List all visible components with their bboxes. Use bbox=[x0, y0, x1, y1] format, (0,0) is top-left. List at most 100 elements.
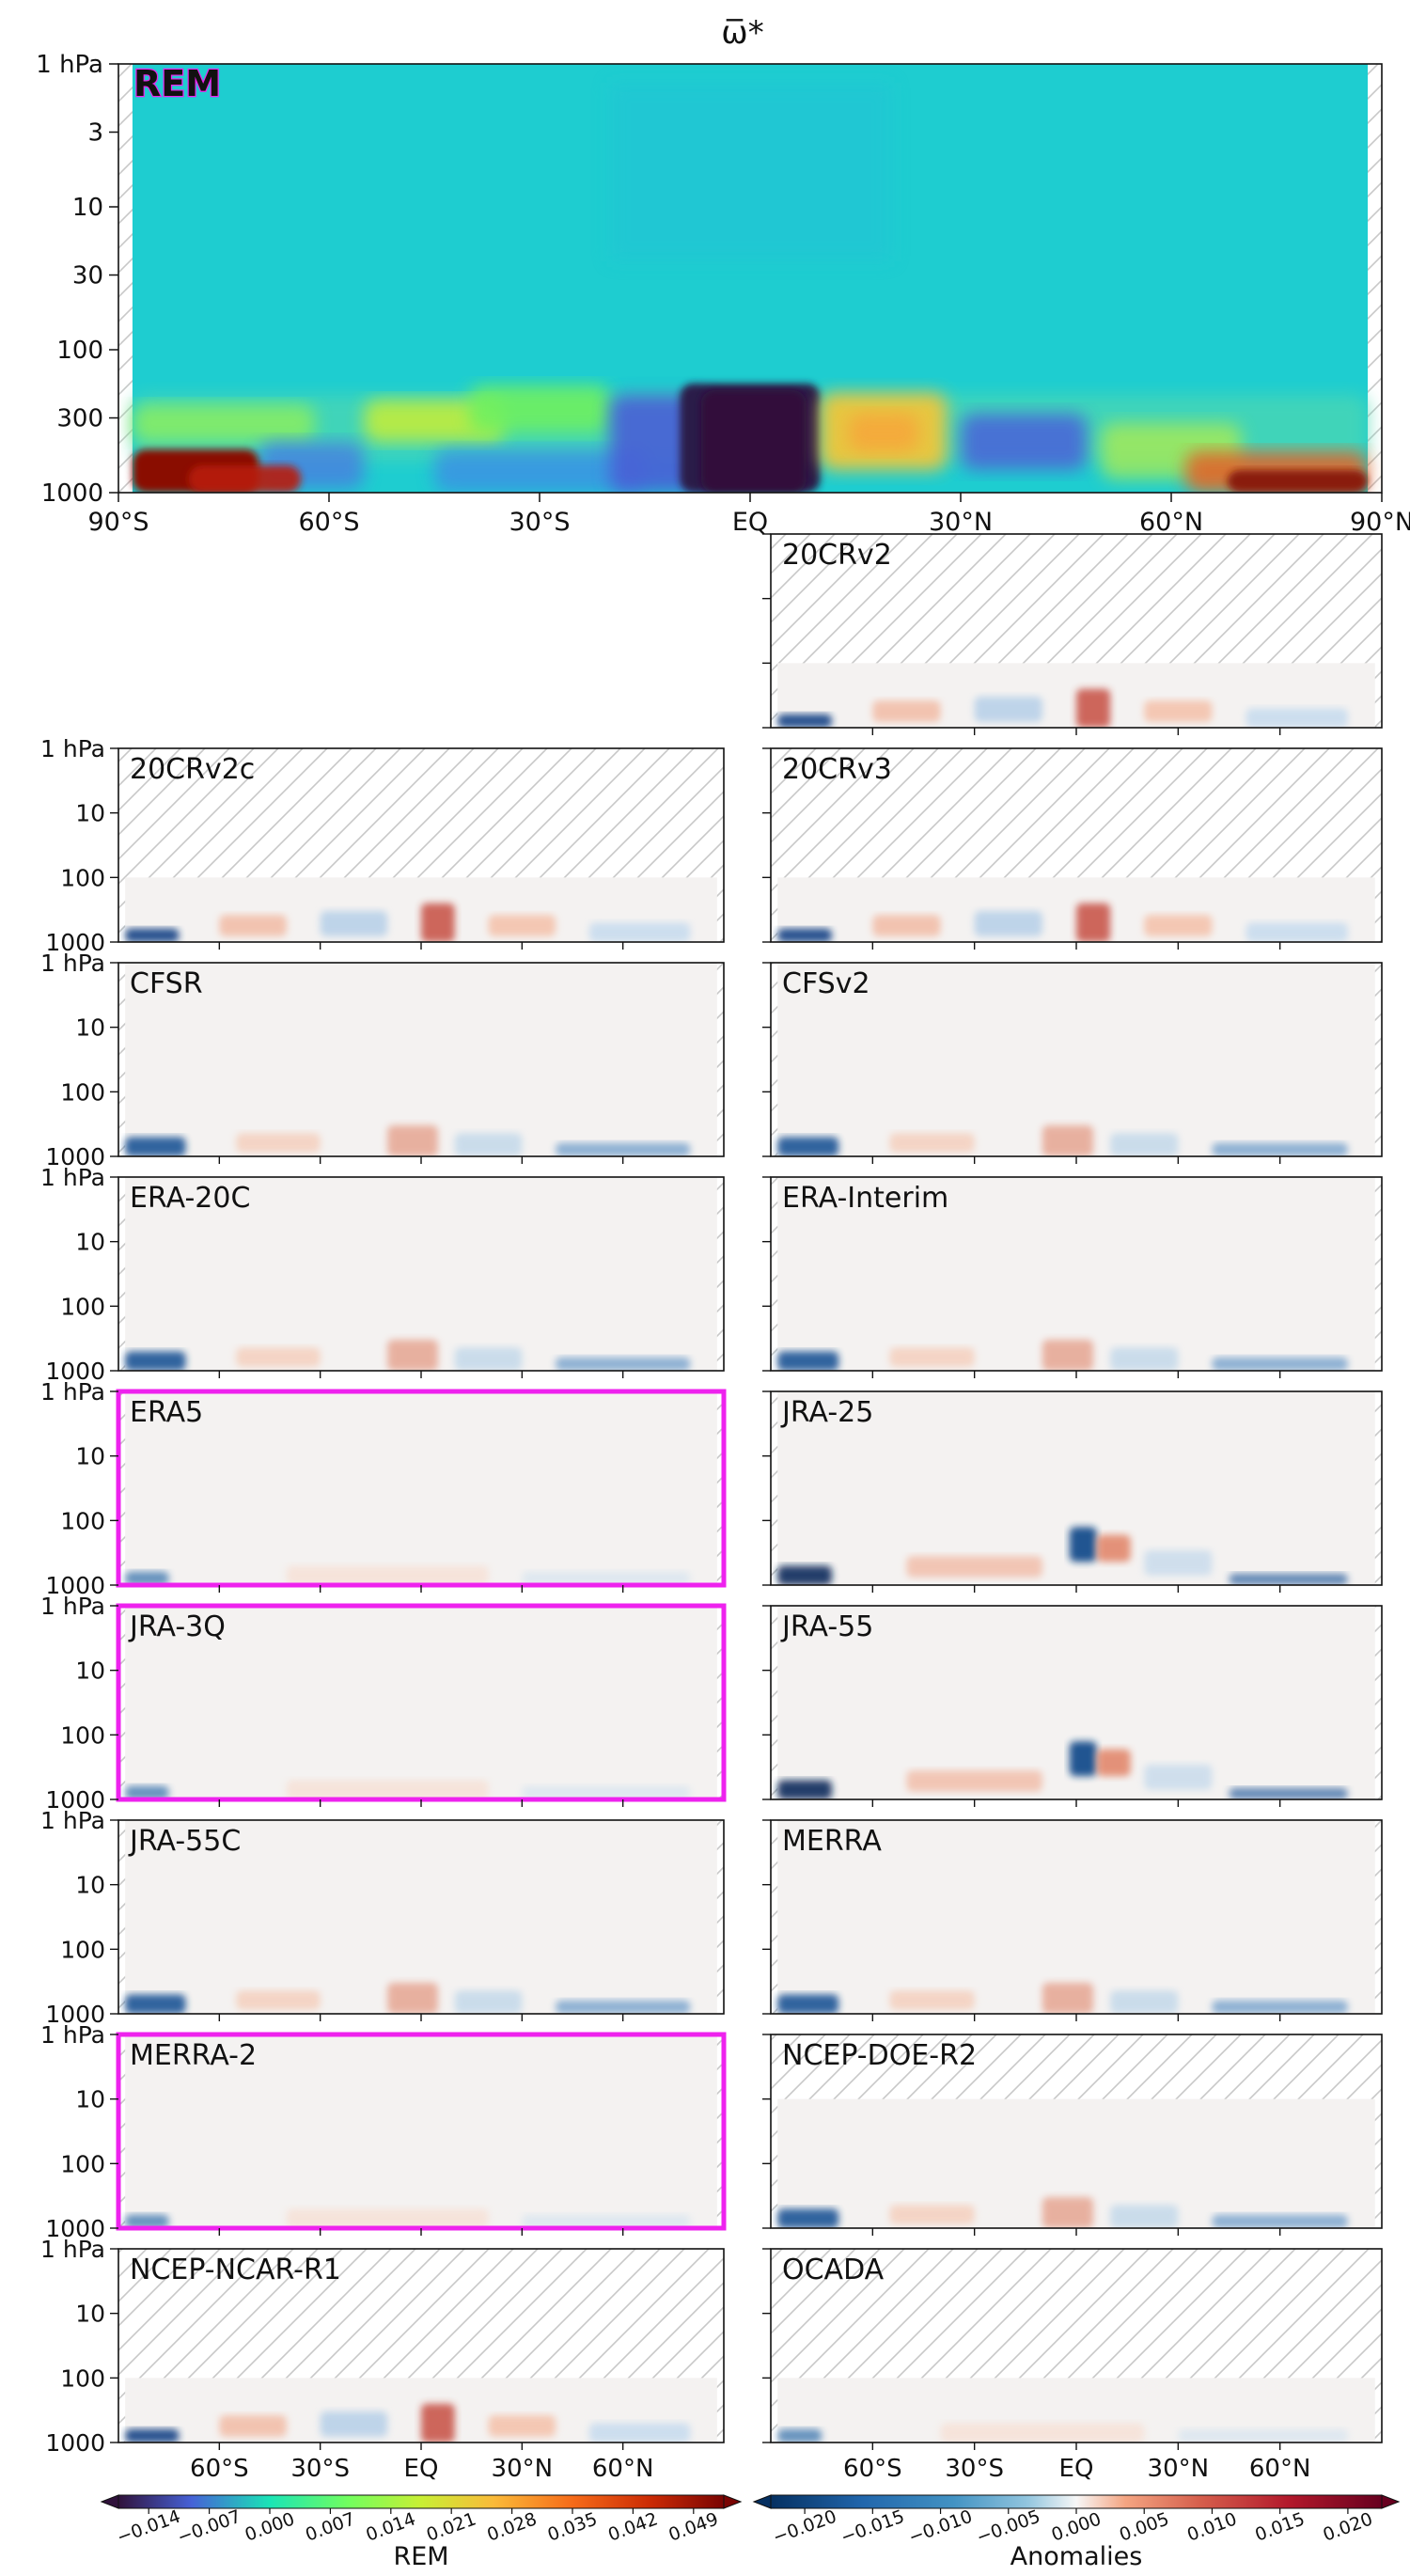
y-tick-label: 100 bbox=[60, 1078, 105, 1106]
y-tick-label: 10 bbox=[75, 1014, 105, 1042]
panel-label: ERA-Interim bbox=[782, 1182, 948, 1215]
y-tick-label: 1 hPa bbox=[40, 2021, 105, 2049]
colorbar-tick-label: 0.049 bbox=[666, 2508, 721, 2545]
anomaly-field bbox=[125, 2034, 717, 2228]
y-tick-label: 10 bbox=[75, 800, 105, 827]
rem-x-tick-label: 60°S bbox=[299, 508, 360, 537]
anomaly-field bbox=[125, 2378, 717, 2442]
panel-label: ERA-20C bbox=[130, 1182, 250, 1215]
panel-jra-3q: JRA-3Q 1 hPa 10 100 1000 bbox=[40, 1593, 727, 1814]
colorbar-tick-label: 0.010 bbox=[1184, 2508, 1240, 2545]
panel-merra: MERRA bbox=[762, 1819, 1383, 2021]
anomaly-field bbox=[777, 663, 1375, 728]
panel-label: NCEP-NCAR-R1 bbox=[130, 2254, 341, 2286]
rem-y-tick-label: 30 bbox=[72, 262, 103, 291]
panel-20crv2c: 20CRv2c 1 hPa 10 100 1000 bbox=[40, 735, 725, 956]
y-tick-label: 1 hPa bbox=[40, 735, 105, 762]
x-tick-label: EQ bbox=[404, 2455, 439, 2483]
rem-x-tick-label: EQ bbox=[732, 508, 768, 537]
x-tick-label: 60°N bbox=[1249, 2455, 1311, 2483]
panel-label: CFSv2 bbox=[782, 967, 870, 1000]
y-tick-label: 10 bbox=[75, 1657, 105, 1685]
x-tick-label: 60°S bbox=[843, 2455, 902, 2483]
colorbar-tick-label: 0.000 bbox=[1049, 2508, 1104, 2545]
colorbar-label: REM bbox=[393, 2542, 448, 2571]
panel-label: 20CRv2 bbox=[782, 539, 892, 572]
rem-y-tick-label: 1 hPa bbox=[36, 51, 103, 79]
anomaly-field bbox=[777, 1177, 1375, 1371]
anomaly-field bbox=[125, 1391, 717, 1585]
colorbar-tick-label: 0.000 bbox=[243, 2508, 298, 2545]
x-tick-label: EQ bbox=[1059, 2455, 1094, 2483]
panel-label: OCADA bbox=[782, 2254, 885, 2286]
panel-jra-25: JRA-25 bbox=[762, 1390, 1383, 1593]
y-tick-label: 1 hPa bbox=[40, 950, 105, 977]
panel-era-interim: ERA-Interim bbox=[762, 1176, 1383, 1378]
x-tick-label: 30°N bbox=[1148, 2455, 1210, 2483]
y-tick-label: 1000 bbox=[45, 2215, 105, 2242]
panel-label: JRA-55C bbox=[128, 1825, 241, 1858]
rem-panel-label: REM bbox=[133, 63, 221, 104]
rem-y-tick-label: 300 bbox=[56, 405, 103, 433]
panel-label: MERRA bbox=[782, 1825, 882, 1858]
rem-y-tick-label: 100 bbox=[56, 337, 103, 365]
y-tick-label: 1 hPa bbox=[40, 1164, 105, 1191]
panel-ocada: OCADA 60°S 30°S EQ 30°N 60°N bbox=[762, 2248, 1383, 2483]
y-tick-label: 1000 bbox=[45, 1572, 105, 1599]
rem-heatmap-field bbox=[132, 64, 1369, 493]
anomaly-field bbox=[777, 1391, 1375, 1585]
colorbar-tick-label: 0.021 bbox=[424, 2508, 479, 2545]
panel-cfsv2: CFSv2 bbox=[762, 962, 1383, 1164]
colorbar-label: Anomalies bbox=[1010, 2542, 1143, 2571]
anomaly-field bbox=[777, 877, 1375, 942]
x-tick-label: 30°S bbox=[290, 2455, 350, 2483]
y-tick-label: 1 hPa bbox=[40, 1807, 105, 1834]
y-tick-label: 10 bbox=[75, 2086, 105, 2113]
colorbar-anomalies: −0.020−0.015−0.010−0.005 0.000 0.005 0.010 0… bbox=[752, 2494, 1401, 2571]
panel-label: 20CRv2c bbox=[130, 753, 255, 786]
y-tick-label: 100 bbox=[60, 1936, 105, 1963]
panel-label: MERRA-2 bbox=[130, 2039, 257, 2072]
y-tick-label: 1000 bbox=[45, 2001, 105, 2028]
y-tick-label: 100 bbox=[60, 2150, 105, 2177]
colorbar-tick-label: 0.007 bbox=[303, 2508, 358, 2545]
y-tick-label: 1000 bbox=[45, 1143, 105, 1170]
y-tick-label: 100 bbox=[60, 1507, 105, 1534]
panel-label: JRA-25 bbox=[780, 1396, 873, 1429]
anomaly-field bbox=[125, 1177, 717, 1371]
x-tick-label: 30°N bbox=[492, 2455, 554, 2483]
rem-y-tick-label: 1000 bbox=[41, 479, 103, 508]
panel-jra-55c: JRA-55C 1 hPa 10 100 1000 bbox=[40, 1807, 725, 2028]
anomaly-field bbox=[125, 963, 717, 1156]
y-tick-label: 10 bbox=[75, 1229, 105, 1256]
rem-x-tick-label: 60°N bbox=[1139, 508, 1203, 537]
y-tick-label: 10 bbox=[75, 1872, 105, 1899]
anomaly-field bbox=[125, 1606, 717, 1799]
rem-x-tick-label: 30°N bbox=[929, 508, 993, 537]
colorbar-tick-label: 0.020 bbox=[1321, 2508, 1376, 2545]
panel-merra-2: MERRA-2 1 hPa 10 100 1000 bbox=[40, 2021, 727, 2242]
anomaly-field bbox=[125, 877, 717, 942]
panel-jra-55: JRA-55 bbox=[762, 1605, 1383, 1807]
anomaly-field bbox=[777, 1606, 1375, 1799]
panel-ncep-doe-r2: NCEP-DOE-R2 bbox=[762, 2034, 1383, 2236]
panel-era-20c: ERA-20C 1 hPa 10 100 1000 bbox=[40, 1164, 725, 1385]
panel-era5: ERA5 1 hPa 10 100 1000 bbox=[40, 1378, 727, 1599]
colorbar-tick-label: 0.015 bbox=[1252, 2508, 1308, 2545]
anomaly-field bbox=[777, 2098, 1375, 2228]
rem-y-tick-label: 3 bbox=[87, 119, 103, 148]
x-tick-label: 60°N bbox=[592, 2455, 654, 2483]
colorbar-tick-label: 0.042 bbox=[605, 2508, 661, 2545]
panel-label: 20CRv3 bbox=[782, 753, 892, 786]
x-tick-label: 30°S bbox=[945, 2455, 1004, 2483]
panel-label: ERA5 bbox=[130, 1396, 203, 1429]
panel-label: JRA-3Q bbox=[128, 1610, 226, 1643]
y-tick-label: 100 bbox=[60, 2364, 105, 2392]
y-tick-label: 100 bbox=[60, 864, 105, 891]
colorbar-tick-label: 0.014 bbox=[363, 2508, 418, 2545]
y-tick-label: 100 bbox=[60, 1721, 105, 1749]
y-tick-label: 1000 bbox=[45, 1786, 105, 1814]
panel-20crv2: 20CRv2 bbox=[762, 533, 1383, 735]
x-tick-label: 60°S bbox=[190, 2455, 249, 2483]
